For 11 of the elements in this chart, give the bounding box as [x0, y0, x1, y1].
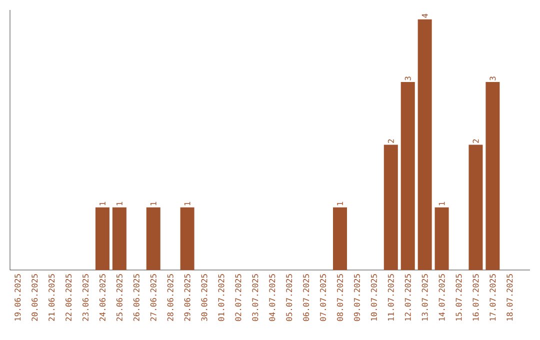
- bar: [332, 207, 347, 270]
- bar: [384, 144, 398, 270]
- bar: [468, 144, 483, 270]
- bar: [400, 82, 415, 270]
- bar: [112, 207, 126, 270]
- bar: [418, 19, 432, 270]
- bar: [486, 82, 500, 270]
- bar: [180, 207, 194, 270]
- bar: [95, 207, 110, 270]
- bar: [434, 207, 449, 270]
- bar: [146, 207, 160, 270]
